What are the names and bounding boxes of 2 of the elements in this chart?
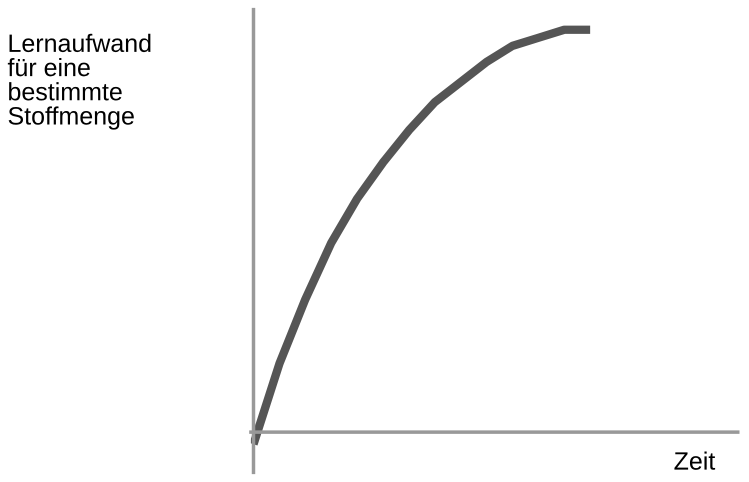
x-axis-title: Zeit [674, 451, 716, 470]
y-axis-title: Lernaufwand für eine bestimmte Stoffmenge [8, 34, 150, 130]
